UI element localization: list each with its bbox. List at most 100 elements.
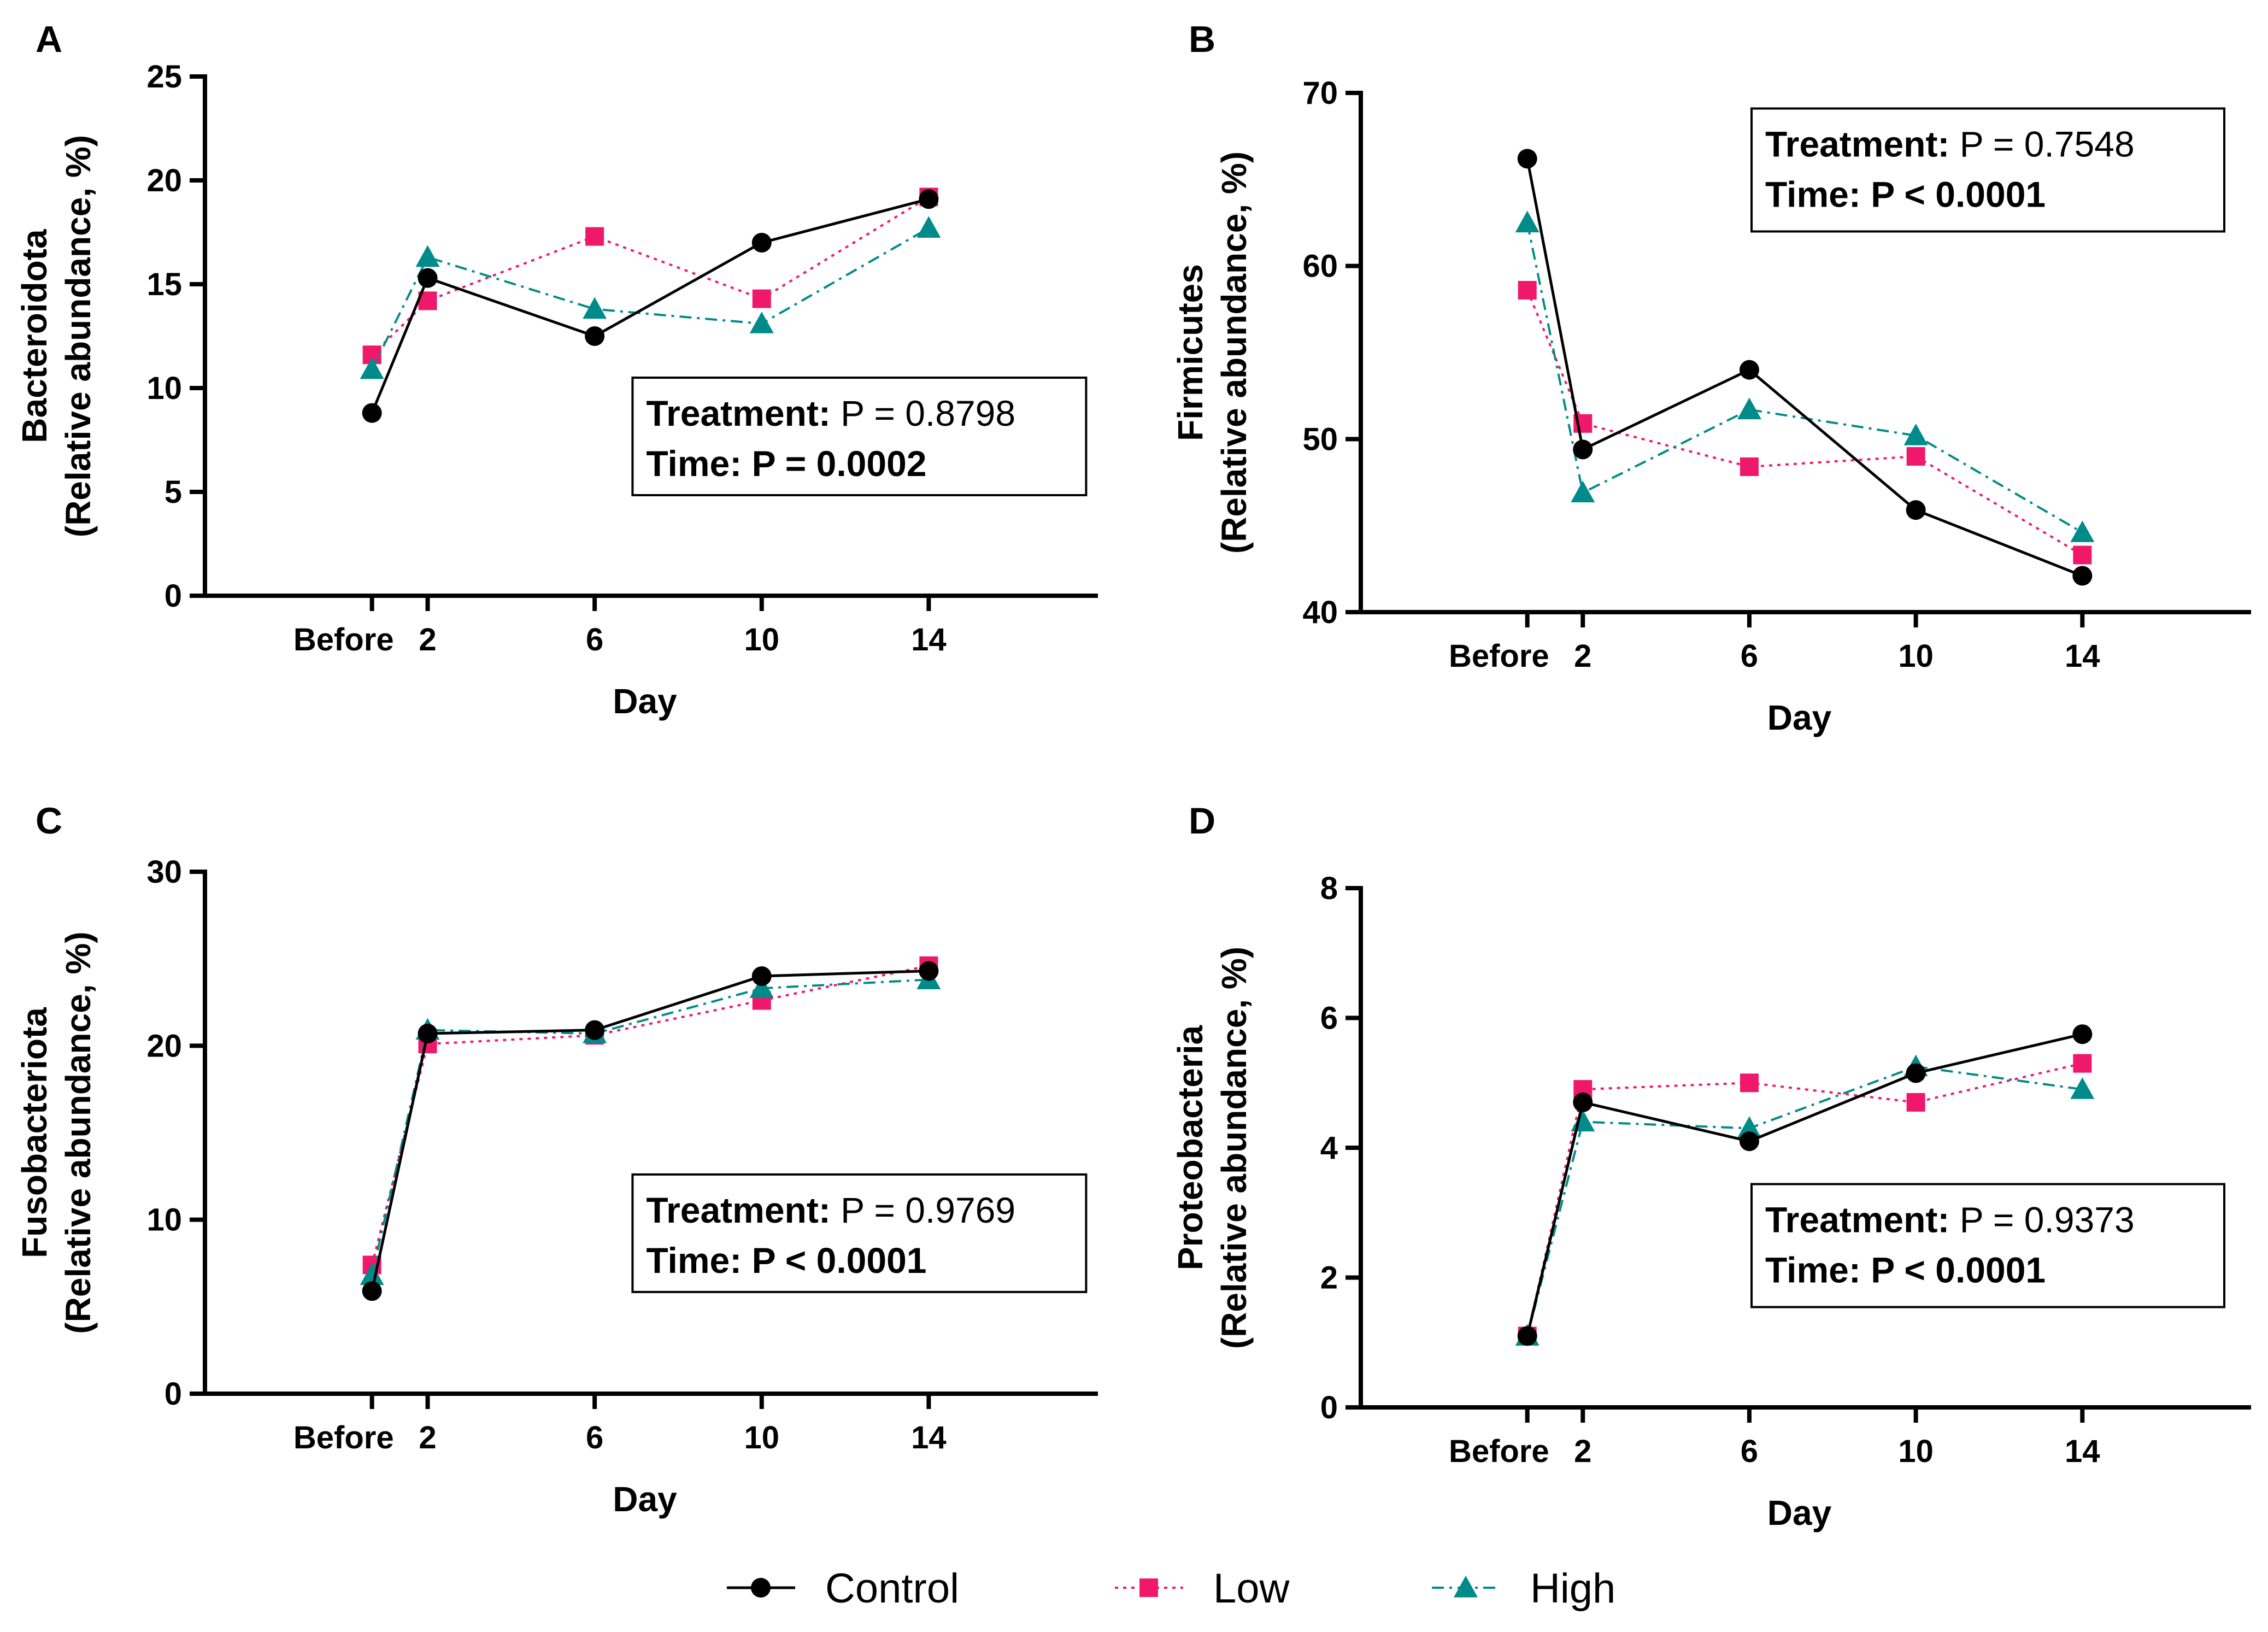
y-axis-subtitle: (Relative abundance, %) (58, 931, 98, 1334)
time-value: P < 0.0001 (752, 1240, 927, 1281)
series-line (1526, 290, 2083, 556)
legend-item-control: Control (727, 1565, 959, 1612)
data-point (1739, 1131, 1759, 1152)
time-label: Time: (1765, 174, 1861, 215)
y-tick-label: 8 (1320, 871, 1338, 906)
stats-box-border (631, 1173, 1088, 1293)
data-point (2073, 1054, 2092, 1073)
spacer (742, 443, 751, 484)
x-tick-label: 6 (1741, 638, 1758, 674)
stats-box: Treatment: P = 0.9769 Time: P < 0.0001 (631, 1173, 1088, 1293)
stats-box-border (1750, 1183, 2225, 1308)
x-tick-label: 2 (419, 1420, 436, 1455)
legend: Control Low High (727, 1565, 1615, 1612)
time-value: P < 0.0001 (1871, 174, 2046, 215)
stats-box: Treatment: P = 0.8798 Time: P = 0.0002 (631, 377, 1088, 496)
treatment-stat: Treatment: P = 0.8798 (646, 393, 1015, 433)
panel-letter: A (36, 19, 62, 60)
data-point (749, 312, 774, 333)
x-tick-label: 10 (744, 622, 779, 658)
x-tick-label: 14 (911, 1420, 947, 1455)
data-point (919, 189, 939, 209)
time-stat: Time: P < 0.0001 (1765, 174, 2046, 215)
x-axis-title: Day (613, 1480, 677, 1519)
data-point (1740, 457, 1759, 476)
time-stat: Time: P = 0.0002 (646, 443, 926, 484)
y-tick-label: 10 (146, 371, 182, 406)
x-tick-label: 14 (2065, 638, 2100, 674)
treatment-stat: Treatment: P = 0.9769 (646, 1190, 1015, 1230)
panel-b: B 40 50 60 70 Before 2 6 10 14 Day Firmicutes (Relat… (1171, 19, 2251, 737)
data-point (360, 357, 384, 379)
treatment-label: Treatment: (1765, 1200, 1949, 1240)
data-point (1737, 1116, 1761, 1138)
series-control (362, 189, 939, 423)
y-tick-label: 6 (1320, 1001, 1338, 1036)
data-point (1517, 149, 1537, 169)
time-stat: Time: P < 0.0001 (646, 1240, 926, 1281)
data-point (2073, 545, 2092, 565)
treatment-label: Treatment: (1765, 124, 1949, 165)
panel-d: D 0 2 4 6 8 Before 2 6 10 14 Day Proteobacteria (Rela… (1171, 800, 2251, 1533)
x-tick-label: Before (293, 1420, 394, 1455)
y-tick-label: 30 (146, 854, 182, 890)
series-control (1517, 149, 2093, 586)
data-point (1573, 439, 1593, 460)
data-point (1571, 480, 1595, 503)
data-point (1737, 397, 1761, 420)
data-point (362, 1281, 382, 1301)
stats-box: Treatment: P = 0.9373 Time: P < 0.0001 (1750, 1183, 2225, 1308)
data-point (1906, 447, 1925, 466)
data-point (2070, 520, 2095, 542)
x-tick-label: Before (293, 622, 394, 658)
data-point (583, 297, 607, 319)
data-point (752, 289, 771, 308)
data-point (585, 326, 605, 346)
data-point (1515, 210, 1540, 233)
data-point (751, 233, 772, 253)
legend-label: Low (1213, 1565, 1290, 1612)
y-axis-subtitle: (Relative abundance, %) (1214, 151, 1254, 554)
data-point (1906, 1063, 1926, 1083)
data-point (1903, 424, 1928, 445)
time-stat: Time: P < 0.0001 (1765, 1250, 2046, 1290)
spacer (742, 1240, 751, 1281)
legend-item-high: High (1432, 1565, 1615, 1612)
data-point (1906, 1093, 1925, 1112)
data-point (1906, 500, 1926, 520)
treatment-label: Treatment: (646, 1190, 830, 1230)
y-tick-label: 2 (1320, 1260, 1338, 1296)
treatment-value: P = 0.8798 (841, 393, 1015, 433)
treatment-value: P = 0.9769 (841, 1190, 1015, 1230)
data-point (362, 403, 382, 423)
y-tick-label: 25 (146, 59, 182, 95)
x-tick-label: 6 (586, 622, 603, 658)
stats-box: Treatment: P = 0.7548 Time: P < 0.0001 (1750, 107, 2225, 233)
data-point (916, 216, 941, 238)
x-tick-label: 2 (1574, 638, 1591, 674)
x-tick-label: 10 (1898, 1434, 1934, 1469)
panel-letter: B (1189, 19, 1215, 60)
y-tick-label: 20 (146, 1028, 182, 1064)
x-tick-label: Before (1449, 638, 1549, 674)
series-line (371, 227, 930, 370)
y-tick-label: 50 (1302, 421, 1338, 457)
time-value: P < 0.0001 (1871, 1250, 2046, 1290)
treatment-stat: Treatment: P = 0.9373 (1765, 1200, 2135, 1240)
data-point (1571, 1109, 1595, 1132)
panel-letter: C (36, 800, 62, 842)
data-point (2072, 566, 2093, 586)
data-point (2070, 1077, 2095, 1099)
stats-box-border (1750, 107, 2225, 233)
legend-label: Control (825, 1565, 959, 1612)
panel-letter: D (1189, 800, 1215, 842)
spacer (831, 1190, 841, 1230)
series-low (362, 187, 938, 365)
time-label: Time: (1765, 1250, 1861, 1290)
data-point (1518, 281, 1537, 300)
y-tick-label: 5 (164, 474, 182, 510)
data-point (2072, 1024, 2093, 1044)
legend-marker (1139, 1578, 1158, 1597)
spacer (831, 393, 841, 433)
